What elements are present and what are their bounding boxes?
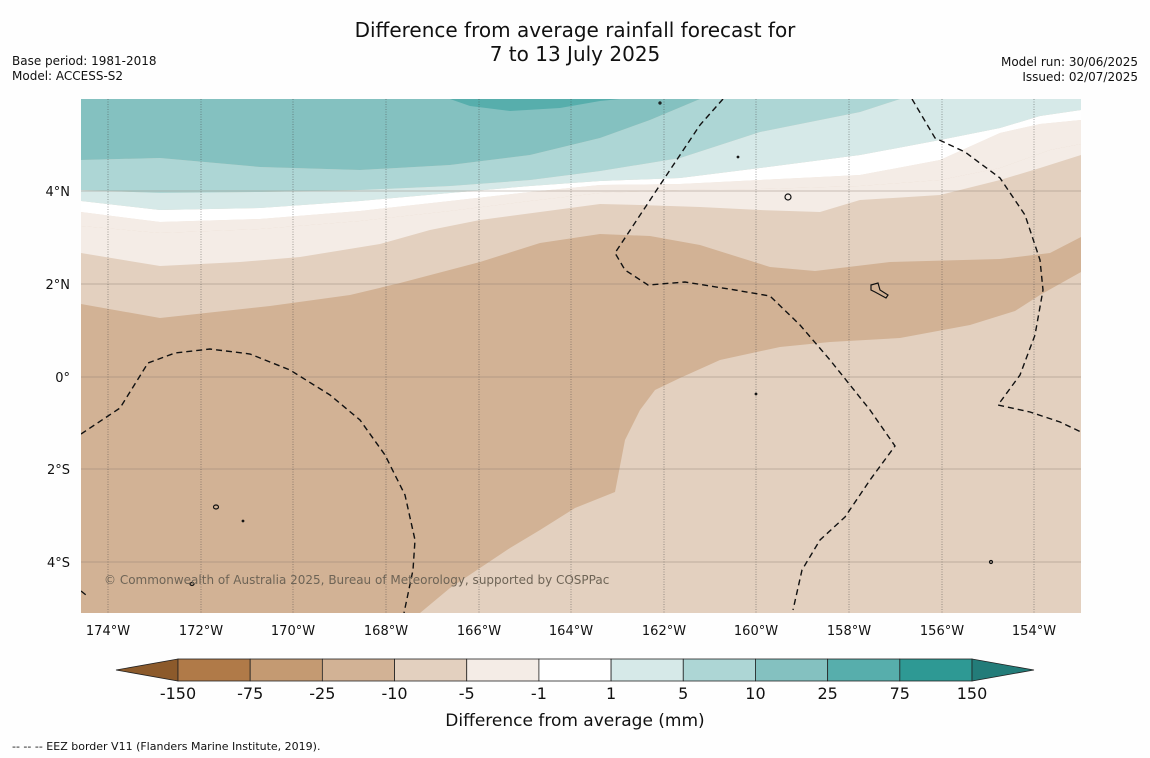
y-tick-label: 4°N: [46, 185, 71, 200]
colorbar: -150 -75 -25 -10 -5 -1 1 5 10 25 75 150 Difference …: [115, 658, 1035, 731]
x-tick-label: 170°W: [271, 624, 315, 639]
copyright-text: © Commonwealth of Australia 2025, Bureau…: [104, 573, 609, 587]
title-line-2: 7 to 13 July 2025: [489, 42, 661, 66]
eez-borders: [81, 99, 1081, 613]
colorbar-segment: [321, 658, 395, 682]
island-marker: [658, 101, 662, 105]
x-tick-label: 162°W: [642, 624, 686, 639]
colorbar-tick-label: -150: [160, 684, 196, 703]
colorbar-tick-label: 25: [817, 684, 837, 703]
x-tick-label: 168°W: [364, 624, 408, 639]
island-marker: [784, 193, 792, 201]
title-line-1: Difference from average rainfall forecas…: [354, 18, 796, 42]
colorbar-segment: [610, 658, 684, 682]
x-tick-label: 166°W: [457, 624, 501, 639]
eez-border-phoenix: [614, 99, 896, 611]
colorbar-segment: [538, 658, 612, 682]
colorbar-segments: [115, 658, 1035, 682]
colorbar-segment: [177, 658, 251, 682]
colorbar-segment: [827, 658, 901, 682]
colorbar-segment: [394, 658, 468, 682]
meta-left: Base period: 1981-2018 Model: ACCESS-S2: [12, 54, 157, 84]
model-name: Model: ACCESS-S2: [12, 69, 124, 83]
meta-right: Model run: 30/06/2025 Issued: 02/07/2025: [1001, 55, 1138, 85]
x-tick-label: 174°W: [86, 624, 130, 639]
anomaly-region-minus1-plus1: [81, 110, 1081, 222]
island-marker: [736, 155, 740, 159]
colorbar-tick-label: 75: [890, 684, 910, 703]
colorbar-segment: [249, 658, 323, 682]
colorbar-tick-label: -5: [459, 684, 475, 703]
island-marker: [241, 519, 245, 523]
colorbar-ticks: -150 -75 -25 -10 -5 -1 1 5 10 25 75 150: [160, 684, 987, 703]
colorbar-tick-label: 150: [957, 684, 988, 703]
issued-date: Issued: 02/07/2025: [1022, 70, 1138, 84]
colorbar-tick-label: -10: [381, 684, 407, 703]
island-marker: [212, 504, 220, 510]
colorbar-segment: [682, 658, 756, 682]
y-tick-label: 0°: [55, 371, 70, 386]
anomaly-region-plus10-plus25: [81, 99, 700, 170]
x-tick-label: 158°W: [827, 624, 871, 639]
colorbar-tick-label: -75: [237, 684, 263, 703]
x-tick-label: 160°W: [734, 624, 778, 639]
colorbar-arrow-high: [971, 658, 1035, 682]
chart-title: Difference from average rainfall forecas…: [0, 18, 1150, 66]
islands: [189, 101, 994, 587]
colorbar-tick-label: -1: [531, 684, 547, 703]
base-period: Base period: 1981-2018: [12, 54, 157, 68]
y-axis-labels: 4°N 2°N 0° 2°S 4°S: [46, 185, 71, 571]
colorbar-label: Difference from average (mm): [445, 711, 704, 731]
x-tick-label: 154°W: [1012, 624, 1056, 639]
island-marker: [988, 559, 994, 565]
y-tick-label: 2°N: [46, 278, 71, 293]
eez-border-kiribati-gilberts: [81, 348, 416, 613]
colorbar-segment: [466, 658, 540, 682]
island-marker: [189, 581, 195, 587]
anomaly-region-plus1-plus5: [81, 99, 1081, 210]
island-marker: [754, 392, 758, 396]
eez-border-line-islands: [911, 99, 1081, 433]
colorbar-tick-label: -25: [309, 684, 335, 703]
x-axis-labels: 174°W 172°W 170°W 168°W 166°W 164°W 162°…: [86, 624, 1056, 639]
eez-border-corner: [81, 590, 87, 596]
y-tick-label: 2°S: [47, 463, 70, 478]
x-tick-label: 164°W: [549, 624, 593, 639]
x-tick-label: 156°W: [920, 624, 964, 639]
anomaly-region-minus5-minus1-lower: [81, 144, 1081, 266]
island-kiritimati: [870, 282, 889, 299]
x-tick-label: 172°W: [179, 624, 223, 639]
model-run: Model run: 30/06/2025: [1000, 55, 1138, 69]
colorbar-tick-label: 10: [745, 684, 765, 703]
y-tick-label: 4°S: [47, 556, 70, 571]
colorbar-segment: [899, 658, 973, 682]
colorbar-tick-label: 5: [678, 684, 688, 703]
footer-note: -- -- -- EEZ border V11 (Flanders Marine…: [12, 740, 321, 753]
map-panel: © Commonwealth of Australia 2025, Bureau…: [81, 99, 1081, 613]
anomaly-region-plus5-plus10: [81, 99, 900, 193]
colorbar-segment: [755, 658, 829, 682]
anomaly-region-plus25-plus75: [450, 99, 620, 111]
colorbar-arrow-low: [115, 658, 179, 682]
colorbar-tick-label: 1: [606, 684, 616, 703]
longitude-gridlines: [107, 99, 1035, 613]
anomaly-region-minus5-minus1: [81, 120, 1081, 233]
latitude-gridlines: [81, 190, 1081, 563]
anomaly-region-minus25-minus10: [81, 234, 1081, 613]
